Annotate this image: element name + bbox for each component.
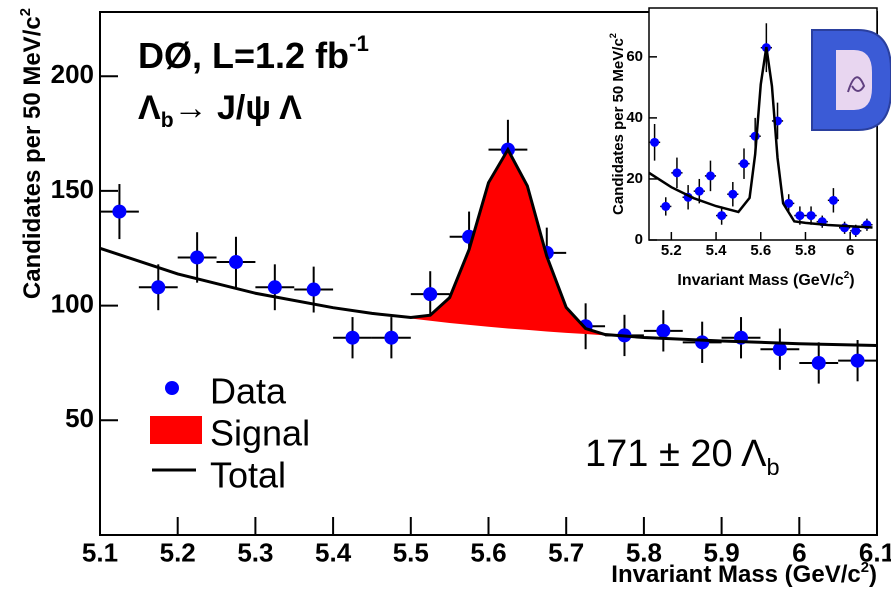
y-tick-label: 200 [51,59,94,89]
y-axis-label-part: Candidates per 50 MeV/c [610,38,627,215]
legend-marker [165,381,179,395]
x-tick-label: 5.4 [315,537,352,567]
data-point [717,211,727,221]
subtitle-part: → J/ψ Λ [174,89,303,127]
data-point [695,335,710,350]
main-panel: 5.1 5.2 5.3 5.4 5.5 5.6 5.7 5.8 5.9 6 6.1 50 100 150 2… [18,8,891,588]
y-axis-label-part: Candidates per 50 MeV/c [19,16,46,299]
data-point [784,198,794,208]
x-axis-label: Invariant Mass (GeV/c2) [611,560,877,588]
y-tick-label: 150 [51,174,94,204]
data-point [267,280,282,295]
fit-line [649,46,873,229]
x-tick-label: 5.1 [82,537,118,567]
data-point [345,330,360,345]
x-tick-label: 6 [792,537,806,567]
y-axis-label-part: 2 [18,8,34,16]
x-tick-label: 5.2 [661,242,682,259]
signal-area [391,149,625,337]
x-axis-label-part: ) [849,272,854,289]
data-point [739,159,749,169]
data-point [423,287,438,302]
x-axis-label: Invariant Mass (GeV/c2) [677,270,854,289]
legend-swatch [150,416,202,444]
data-point [694,186,704,196]
title: DØ, L=1.2 fb-1 [138,31,369,75]
x-axis-label-part: 2 [844,270,850,281]
data-point [112,204,127,219]
x-tick-label: 5.8 [626,537,662,567]
annotation-part: 171 ± 20 Λ [585,433,767,475]
y-tick-label: 40 [626,109,643,126]
data-point [228,255,243,270]
plot-area [100,119,877,384]
x-axis-label-part: 2 [861,560,869,576]
x-tick-label: 5.8 [795,242,816,259]
y-axis-label-part: 2 [608,33,618,38]
data-point [650,137,660,147]
data-point [811,355,826,370]
data-point [384,330,399,345]
title-part: DØ, L=1.2 fb [138,35,349,76]
x-tick-label: 5.9 [704,537,740,567]
y-tick-label: 60 [626,48,643,65]
data-point [795,211,805,221]
y-tick-label: 20 [626,170,643,187]
legend-label: Signal [210,413,310,454]
y-axis-label: Candidates per 50 MeV/c2 [18,8,46,299]
legend-label: Total [210,455,286,496]
y-axis-label: Candidates per 50 MeV/c2 [608,33,627,215]
x-tick-label: 5.6 [470,537,506,567]
data-point [828,195,838,205]
data-point [661,201,671,211]
x-tick-label: 6.1 [859,537,891,567]
x-tick-label: 5.7 [548,537,584,567]
data-point [850,353,865,368]
plot-area [649,23,873,237]
logo [811,29,891,131]
data-point [306,282,321,297]
data-point [151,280,166,295]
x-tick-label: 5.5 [393,537,429,567]
data-point [672,168,682,178]
x-tick-label: 5.2 [160,537,196,567]
data-point [806,211,816,221]
x-axis-label-part: Invariant Mass (GeV/c [611,561,860,588]
data-point [656,323,671,338]
x-axis-label-part: ) [869,561,877,588]
data-point [705,171,715,181]
data-point [851,226,861,236]
title-part: -1 [349,31,369,56]
annotation: 171 ± 20 Λb [585,433,780,480]
x-axis-label-part: Invariant Mass (GeV/c [677,272,843,289]
subtitle: Λb→ J/ψ Λ [138,89,302,132]
data-point [772,342,787,357]
y-tick-label: 50 [65,403,94,433]
data-point [190,250,205,265]
x-tick-label: 5.3 [237,537,273,567]
fit-line [100,146,877,348]
annotation-part: b [766,454,779,480]
subtitle-part: b [161,109,174,132]
subtitle-part: Λ [138,89,161,127]
y-tick-label: 100 [51,288,94,318]
x-tick-label: 5.4 [706,242,728,259]
x-tick-label: 5.6 [750,242,771,259]
data-point [728,189,738,199]
x-tick-label: 6 [846,242,854,259]
legend-label: Data [210,371,287,412]
y-tick-label: 0 [635,231,643,248]
